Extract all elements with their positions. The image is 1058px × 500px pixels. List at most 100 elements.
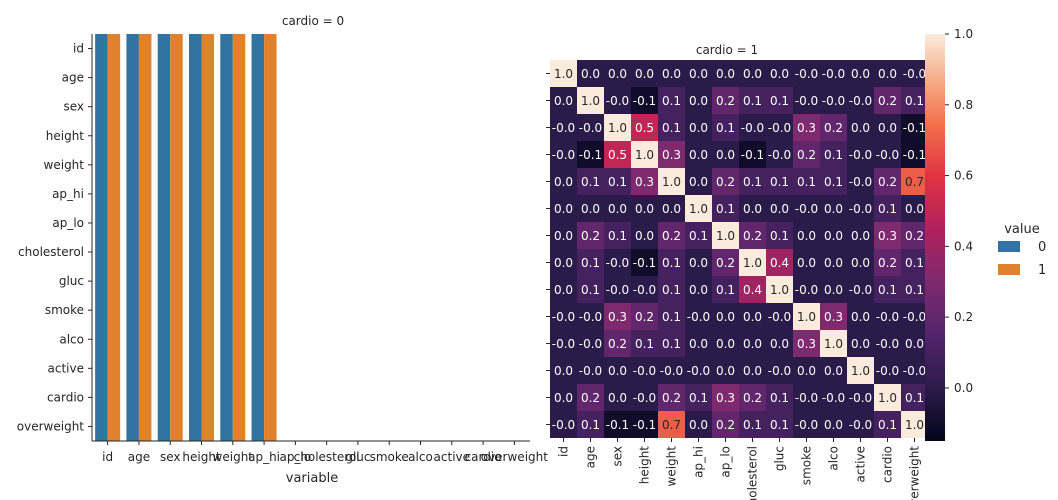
heatmap-cell: [550, 114, 577, 141]
heatmap-cell: [604, 60, 631, 87]
heatmap-cell-label: 0.0: [770, 202, 789, 216]
heatmap-cell-label: -0.0: [552, 310, 575, 324]
heatmap-cell-label: 0.0: [608, 67, 627, 81]
heatmap-cell: [712, 411, 739, 438]
heatmap-cell: [739, 87, 766, 114]
heatmap-cell-label: 0.0: [716, 364, 735, 378]
heatmap-cell: [604, 222, 631, 249]
legend-swatch-1: [998, 264, 1020, 275]
heatmap-cell-label: -0.0: [579, 337, 602, 351]
heatmap-cell: [901, 303, 928, 330]
bar-x-tick-label: weight: [213, 450, 254, 464]
heatmap-cell: [766, 141, 793, 168]
heatmap-cell: [550, 330, 577, 357]
heatmap-cell: [901, 168, 928, 195]
heatmap-x-tick-labels: id age sex height weight ap_hi ap_lo cholestero…: [557, 438, 922, 500]
heatmap-cell-label: -0.0: [579, 310, 602, 324]
heatmap-cell: [793, 60, 820, 87]
heatmap-cell-label: 0.0: [554, 364, 573, 378]
heatmap-cell-label: 0.0: [662, 202, 681, 216]
heatmap-cell-label: 0.2: [905, 229, 924, 243]
heatmap-cell-label: -0.0: [795, 67, 818, 81]
heatmap-cell-label: 0.3: [716, 391, 735, 405]
heatmap-cell: [631, 141, 658, 168]
heatmap-cell-label: 0.0: [743, 202, 762, 216]
heatmap-cell-label: -0.0: [876, 310, 899, 324]
heatmap-cell: [685, 303, 712, 330]
heatmap-cell: [712, 60, 739, 87]
heatmap-cell-label: 1.0: [770, 283, 789, 297]
heatmap-cell: [685, 384, 712, 411]
bar-1-weight: [232, 34, 246, 441]
heatmap-cell: [793, 249, 820, 276]
heatmap-cell-label: -0.0: [795, 391, 818, 405]
heatmap-cell-label: -0.0: [606, 283, 629, 297]
heatmap-cell-label: 0.7: [905, 175, 924, 189]
heatmap-cell-label: -0.0: [822, 391, 845, 405]
heatmap-cell-label: 0.0: [770, 337, 789, 351]
heatmap-cell: [550, 141, 577, 168]
heatmap-cell: [874, 357, 901, 384]
heatmap-cell: [820, 141, 847, 168]
heatmap-cell: [874, 411, 901, 438]
heatmap-cell-label: 0.0: [554, 391, 573, 405]
heatmap-cell-label: 1.0: [635, 148, 654, 162]
heatmap-cell: [631, 411, 658, 438]
heatmap-x-tick-label: age: [584, 446, 598, 468]
heatmap-cell-label: 0.5: [608, 148, 627, 162]
heatmap-cell: [820, 114, 847, 141]
heatmap-cell: [550, 222, 577, 249]
heatmap-cell: [550, 195, 577, 222]
heatmap-cell: [550, 276, 577, 303]
heatmap-cell: [820, 249, 847, 276]
heatmap-cell-label: -0.0: [795, 283, 818, 297]
heatmap-x-tick-label: id: [557, 446, 571, 457]
bar-chart: cardio = 0 idagesexheightweightap_hiap_l…: [17, 14, 548, 486]
heatmap-cell-label: 0.1: [662, 121, 681, 135]
heatmap-cell-label: 0.1: [770, 418, 789, 432]
bar-x-tick-label: alco: [408, 450, 433, 464]
bar-1-age: [138, 34, 152, 441]
bar-x-tick-label: age: [128, 450, 150, 464]
heatmap-cell-label: 0.0: [797, 256, 816, 270]
heatmap-cell: [766, 411, 793, 438]
heatmap-cell: [712, 141, 739, 168]
heatmap-cell: [712, 195, 739, 222]
heatmap-cell: [766, 249, 793, 276]
heatmap-cell: [631, 168, 658, 195]
heatmap-cell: [604, 330, 631, 357]
heatmap-cell: [793, 141, 820, 168]
legend-label-1: 1: [1038, 263, 1046, 278]
heatmap-cell: [550, 357, 577, 384]
bar-0-id: [95, 34, 108, 441]
heatmap-cell-label: 0.1: [824, 175, 843, 189]
heatmap-cell: [658, 411, 685, 438]
heatmap-cell: [685, 249, 712, 276]
heatmap-cell-label: 0.0: [743, 364, 762, 378]
heatmap-cell-label: -0.0: [822, 94, 845, 108]
heatmap-cell-label: 0.1: [689, 229, 708, 243]
heatmap-cell-label: 0.0: [824, 418, 843, 432]
heatmap-cell: [874, 249, 901, 276]
bar-y-tick-label: cholesterol: [18, 245, 84, 259]
bar-x-tick-label: overweight: [481, 450, 549, 464]
heatmap-cell-label: 0.2: [797, 148, 816, 162]
heatmap-cell: [712, 357, 739, 384]
legend-label-0: 0: [1038, 240, 1046, 255]
bar-1-sex: [170, 34, 183, 441]
bar-y-tick-label: height: [46, 129, 85, 143]
heatmap-cell: [658, 303, 685, 330]
heatmap-cell: [658, 114, 685, 141]
heatmap-cell: [631, 249, 658, 276]
heatmap-cell: [766, 195, 793, 222]
heatmap-cell: [901, 141, 928, 168]
heatmap-cell-label: 1.0: [662, 175, 681, 189]
heatmap-cell-label: 1.0: [689, 202, 708, 216]
heatmap-cell-label: -0.0: [768, 310, 791, 324]
heatmap-cell-label: 0.1: [878, 283, 897, 297]
heatmap-cell-label: -0.0: [606, 256, 629, 270]
heatmap-cell: [685, 330, 712, 357]
heatmap-cell: [901, 222, 928, 249]
bar-x-tick-label: cardio: [465, 450, 502, 464]
heatmap-cell-label: 0.4: [770, 256, 789, 270]
